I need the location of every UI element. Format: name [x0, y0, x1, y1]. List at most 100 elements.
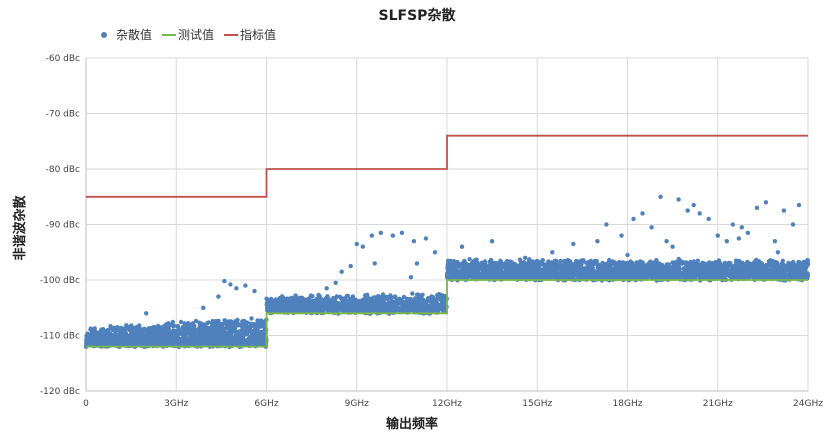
scatter-point	[178, 319, 184, 325]
scatter-point	[571, 241, 576, 247]
scatter-point	[722, 265, 727, 270]
y-tick-label: -60 dBc	[46, 54, 80, 64]
scatter-point	[649, 225, 654, 230]
scatter-point	[216, 294, 221, 299]
y-tick-label: -110 dBc	[40, 332, 80, 342]
scatter-point	[620, 260, 626, 265]
scatter-point	[746, 263, 752, 269]
scatter-point	[375, 305, 380, 310]
scatter-point	[311, 300, 316, 305]
x-tick-label: 24GHz	[793, 399, 823, 409]
scatter-point	[376, 308, 381, 313]
scatter-point	[768, 260, 774, 266]
scatter-point	[340, 299, 346, 304]
scatter-point	[664, 239, 669, 244]
scatter-point	[243, 283, 248, 288]
scatter-point	[168, 322, 173, 327]
x-tick-label: 12GHz	[432, 399, 462, 409]
scatter-point	[776, 274, 781, 279]
scatter-point	[352, 297, 357, 302]
scatter-point	[401, 299, 406, 305]
scatter-point	[695, 258, 700, 263]
scatter-point	[772, 239, 778, 244]
scatter-point	[433, 308, 438, 313]
scatter-point	[449, 268, 455, 273]
scatter-point	[670, 244, 675, 249]
scatter-point	[287, 296, 292, 301]
scatter-point	[539, 260, 544, 266]
scatter-point	[234, 286, 239, 291]
scatter-point	[222, 278, 227, 284]
scatter-point	[673, 266, 678, 271]
scatter-point	[196, 332, 202, 338]
scatter-point	[517, 267, 522, 273]
scatter-point	[421, 297, 426, 303]
scatter-point	[406, 299, 411, 305]
scatter-point	[179, 330, 184, 335]
y-tick-label: -120 dBc	[40, 387, 80, 397]
scatter-point	[105, 335, 110, 340]
scatter-point	[235, 330, 241, 336]
x-tick-label: 18GHz	[613, 399, 643, 409]
scatter-point	[256, 332, 261, 338]
scatter-point	[605, 265, 610, 271]
scatter-point	[425, 306, 430, 311]
scatter-point	[713, 260, 719, 265]
y-tick-label: -70 dBc	[46, 110, 80, 120]
scatter-point	[796, 202, 802, 208]
scatter-point	[159, 342, 165, 347]
scatter-point	[360, 297, 366, 302]
scatter-point	[676, 197, 681, 202]
scatter-point	[240, 319, 245, 324]
scatter-point	[390, 308, 396, 313]
scatter-point	[728, 261, 733, 266]
scatter-point	[691, 202, 696, 208]
scatter-point	[654, 257, 659, 263]
scatter-point	[755, 269, 760, 274]
scatter-point	[733, 258, 739, 263]
y-tick-label: -100 dBc	[40, 276, 80, 286]
scatter-point	[332, 307, 337, 312]
scatter-point	[467, 268, 472, 273]
scatter-point	[384, 305, 390, 311]
scatter-point	[331, 296, 336, 301]
scatter-point	[542, 266, 547, 271]
scatter-point	[202, 334, 208, 339]
scatter-point	[429, 300, 434, 306]
scatter-point	[378, 296, 384, 302]
scatter-point	[414, 261, 420, 266]
x-tick-label: 21GHz	[703, 399, 733, 409]
y-tick-label: -90 dBc	[46, 221, 80, 231]
scatter-point	[186, 336, 192, 341]
scatter-point	[149, 337, 155, 343]
scatter-point	[378, 230, 383, 235]
scatter-point	[484, 274, 490, 279]
scatter-point	[222, 318, 227, 323]
scatter-point	[790, 222, 796, 227]
scatter-point	[686, 268, 691, 273]
scatter-point	[662, 271, 667, 276]
scatter-point	[124, 338, 129, 343]
scatter-point	[695, 262, 700, 267]
scatter-point	[115, 325, 120, 330]
scatter-point	[96, 337, 101, 342]
scatter-point	[198, 327, 204, 332]
scatter-point	[410, 307, 416, 312]
scatter-point	[325, 298, 330, 304]
scatter-point	[563, 270, 568, 275]
scatter-point	[217, 328, 222, 334]
scatter-point	[423, 300, 428, 306]
scatter-point	[518, 260, 524, 266]
scatter-point	[761, 275, 766, 280]
scatter-point	[103, 339, 108, 345]
scatter-point	[398, 306, 404, 312]
scatter-point	[429, 294, 434, 299]
scatter-point	[717, 260, 723, 266]
scatter-point	[417, 307, 422, 312]
scatter-point	[732, 265, 738, 270]
scatter-point	[440, 307, 446, 312]
scatter-point	[570, 273, 576, 279]
scatter-point	[717, 266, 722, 271]
x-tick-label: 3GHz	[164, 399, 188, 409]
